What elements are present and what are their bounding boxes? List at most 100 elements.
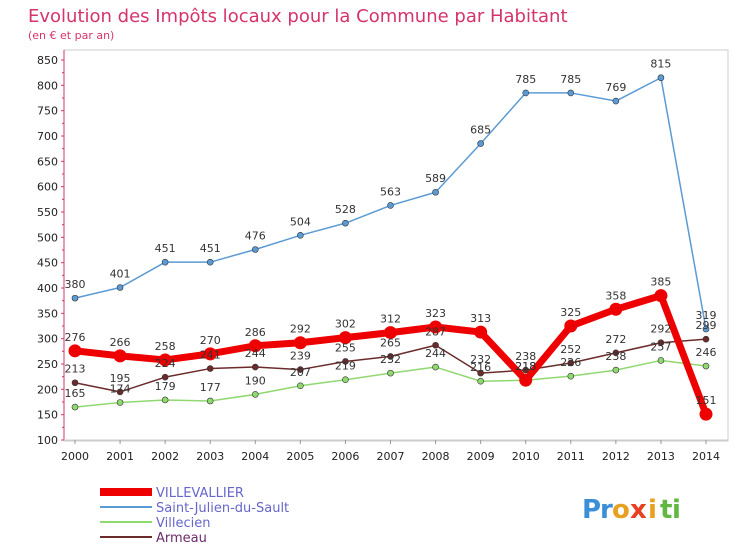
series-point-1-0 (71, 294, 79, 302)
series-point-1-3 (206, 258, 214, 266)
series-point-3-2 (161, 373, 169, 381)
series-point-2-2 (161, 396, 169, 404)
data-label-0-14: 151 (696, 394, 717, 407)
x-tick-label-2008: 2008 (422, 450, 450, 463)
y-tick-label-250: 250 (37, 358, 58, 371)
series-point-0-3 (203, 347, 217, 361)
series-point-3-12 (612, 349, 620, 357)
series-point-3-8 (432, 341, 439, 349)
series-point-2-5 (297, 382, 304, 390)
y-tick-label-550: 550 (37, 206, 58, 219)
data-label-2-10: 218 (515, 360, 536, 373)
series-point-3-9 (477, 369, 484, 377)
data-label-0-0: 276 (65, 331, 86, 344)
data-label-2-11: 226 (560, 356, 581, 369)
x-tick-label-2007: 2007 (377, 450, 405, 463)
y-tick-label-700: 700 (37, 130, 58, 143)
x-tick-label-2006: 2006 (331, 450, 359, 463)
data-label-2-8: 244 (425, 347, 446, 360)
series-point-3-1 (116, 388, 124, 396)
data-label-3-9: 232 (470, 353, 491, 366)
logo-letter-0: P (582, 495, 601, 525)
x-tick-label-2012: 2012 (602, 450, 630, 463)
data-label-2-6: 219 (335, 360, 356, 373)
y-tick-label-850: 850 (37, 54, 58, 67)
data-label-1-1: 401 (110, 267, 131, 280)
series-point-2-0 (71, 403, 79, 411)
series-point-1-14 (702, 325, 710, 333)
series-point-0-1 (113, 349, 127, 363)
series-point-1-4 (251, 246, 259, 253)
series-point-3-0 (71, 379, 79, 387)
data-label-0-11: 325 (560, 306, 581, 319)
data-label-3-3: 241 (200, 349, 221, 362)
legend-label-2: Villecien (156, 516, 210, 531)
series-point-1-8 (432, 188, 439, 196)
data-label-0-3: 270 (200, 334, 221, 347)
series-point-2-9 (477, 377, 484, 385)
series-point-0-5 (293, 336, 307, 350)
series-point-0-10 (519, 373, 533, 387)
data-label-0-12: 358 (605, 289, 626, 302)
series-point-0-2 (158, 353, 172, 367)
series-point-0-13 (654, 289, 668, 303)
data-label-3-0: 213 (65, 363, 86, 376)
series-point-0-8 (429, 320, 443, 334)
data-label-2-5: 207 (290, 366, 311, 379)
series-point-0-7 (384, 326, 397, 340)
series-point-0-6 (338, 331, 352, 345)
series-point-2-14 (702, 362, 710, 370)
series-point-3-14 (702, 335, 710, 343)
x-tick-label-2005: 2005 (286, 450, 314, 463)
data-label-1-5: 504 (290, 215, 311, 228)
series-point-1-1 (116, 284, 124, 291)
series-point-1-7 (387, 202, 394, 209)
y-tick-label-400: 400 (37, 282, 58, 295)
data-label-3-2: 224 (155, 357, 176, 370)
legend-label-0: VILLEVALLIER (156, 486, 244, 501)
x-tick-label-2002: 2002 (151, 450, 179, 463)
series-point-3-5 (297, 366, 304, 373)
data-label-3-11: 252 (560, 343, 581, 356)
data-label-1-13: 815 (650, 58, 671, 71)
series-point-1-5 (297, 232, 304, 239)
data-label-0-4: 286 (245, 326, 266, 339)
y-tick-label-100: 100 (37, 434, 58, 447)
y-tick-label-750: 750 (37, 105, 58, 118)
data-label-2-2: 179 (155, 380, 176, 393)
x-tick-label-2013: 2013 (647, 450, 675, 463)
legend-label-1: Saint-Julien-du-Sault (156, 501, 289, 516)
data-label-0-1: 266 (110, 336, 131, 349)
series-point-0-11 (564, 319, 578, 333)
y-tick-label-600: 600 (37, 181, 58, 194)
data-label-3-1: 195 (110, 372, 131, 385)
x-tick-label-2011: 2011 (557, 450, 585, 463)
series-point-1-10 (522, 89, 530, 97)
x-tick-label-2010: 2010 (512, 450, 540, 463)
series-point-2-13 (657, 357, 665, 364)
data-label-1-4: 476 (245, 229, 266, 242)
logo-letter-2: o (612, 495, 630, 525)
proxiti-logo: Pr o x i t i (582, 495, 681, 525)
chart-subtitle: (en € et par an) (28, 29, 114, 42)
y-tick-label-300: 300 (37, 333, 58, 346)
x-tick-label-2009: 2009 (467, 450, 495, 463)
data-label-3-4: 244 (245, 347, 266, 360)
axes: 100 150 200 250 300 350 400 450 500 550 600 650 700 7… (37, 49, 729, 463)
data-label-2-14: 246 (696, 346, 717, 359)
logo-letter-5: t (660, 495, 672, 525)
series-point-1-2 (161, 258, 169, 266)
series-point-3-4 (251, 363, 259, 371)
x-tick-label-2000: 2000 (61, 450, 89, 463)
data-label-1-2: 451 (155, 242, 176, 255)
series-point-1-12 (612, 97, 620, 105)
data-label-1-14: 319 (696, 309, 717, 322)
logo-letter-6: i (672, 495, 681, 525)
y-tick-label-350: 350 (37, 307, 58, 320)
data-label-2-12: 238 (605, 350, 626, 363)
chart-title: Evolution des Impôts locaux pour la Comm… (28, 6, 568, 27)
y-tick-label-200: 200 (37, 383, 58, 396)
series-point-2-11 (567, 372, 575, 380)
series-point-2-4 (251, 391, 259, 398)
data-label-3-6: 255 (335, 341, 356, 354)
